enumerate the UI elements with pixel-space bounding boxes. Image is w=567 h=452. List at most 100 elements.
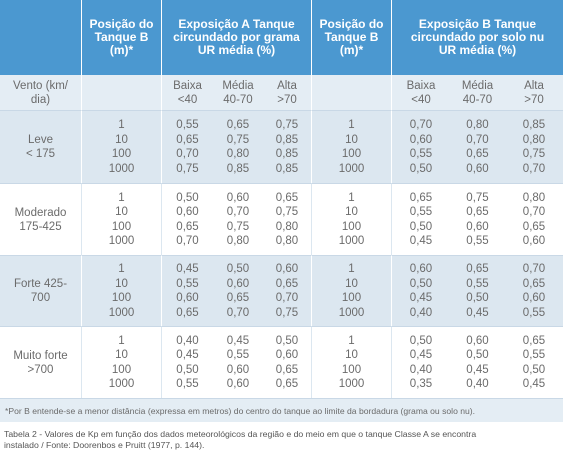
- value-cell: 0,65 0,55 0,50 0,45: [505, 326, 563, 398]
- cell-text: 1000: [338, 378, 365, 390]
- position-cell: 1 10 100 1000: [82, 326, 162, 398]
- cell-text: 0,70: [176, 235, 199, 247]
- subheader-cell: [82, 75, 162, 110]
- value-cell: 0,65 0,75 0,80 0,85: [213, 110, 263, 183]
- subheader-cell: Média 40-70: [450, 75, 505, 110]
- cell-text: 0,70: [176, 148, 199, 160]
- cell-text: Alta: [277, 79, 297, 92]
- cell-text: 0,55: [226, 349, 250, 361]
- cell-text: 0,75: [176, 162, 199, 175]
- cell-text: Média: [461, 79, 494, 92]
- cell-text: 0,50: [176, 363, 199, 376]
- cell-text: 0,55: [522, 349, 546, 361]
- value-cell: 0,50 0,45 0,40 0,35: [392, 326, 450, 398]
- cell-text: 0,55: [176, 378, 199, 390]
- group-label: Moderado 175-425: [0, 183, 82, 255]
- cell-text: *Por B entende-se a menor distância (exp…: [5, 405, 476, 416]
- cell-text: 1: [118, 191, 125, 204]
- cell-text: Baixa: [173, 79, 202, 92]
- cell-text: 0,40: [409, 306, 433, 319]
- cell-text: 0,65: [275, 363, 299, 376]
- cell-text: 0,40: [176, 334, 199, 347]
- cell-text: Exposição B Tanque: [418, 17, 537, 31]
- cell-text: 40-70: [223, 93, 253, 106]
- cell-text: 0,55: [522, 306, 546, 319]
- cell-text: 0,45: [226, 334, 250, 347]
- cell-text: circundado por solo nu: [410, 30, 545, 44]
- cell-text: 700: [30, 292, 51, 304]
- cell-text: Exposição A Tanque: [178, 17, 295, 31]
- cell-text: (m)*: [339, 43, 364, 57]
- cell-text: dia): [30, 93, 51, 106]
- cell-text: 0,80: [466, 119, 489, 131]
- cell-text: Muito forte: [13, 349, 68, 362]
- value-cell: 0,60 0,50 0,45 0,40: [450, 326, 505, 398]
- cell-text: 0,50: [522, 363, 546, 376]
- cell-text: 0,60: [466, 220, 489, 233]
- cell-text: Forte 425-: [13, 278, 68, 290]
- cell-text: 10: [115, 133, 128, 146]
- position-cell: 1 10 100 1000: [312, 255, 392, 326]
- group-label: Forte 425- 700: [0, 255, 82, 326]
- cell-text: 0,50: [176, 191, 199, 204]
- subheader-cell: [312, 75, 392, 110]
- position-cell: 1 10 100 1000: [312, 110, 392, 183]
- cell-text: instalado / Fonte: Doorenbos e Pruitt (1…: [4, 440, 205, 450]
- value-cell: 0,80 0,70 0,65 0,60: [505, 183, 563, 255]
- cell-text: 0,50: [409, 334, 433, 347]
- cell-text: 0,85: [275, 148, 299, 160]
- cell-text: Média: [222, 79, 254, 92]
- cell-text: (m)*: [109, 43, 134, 57]
- cell-text: Leve: [28, 134, 53, 146]
- cell-text: 1000: [108, 378, 135, 390]
- cell-text: 0,75: [275, 119, 299, 131]
- cell-text: Alta: [524, 79, 544, 92]
- value-cell: 0,50 0,60 0,65 0,70: [162, 183, 213, 255]
- cell-text: 0,65: [275, 378, 299, 390]
- cell-text: 0,85: [275, 162, 299, 175]
- cell-text: 175-425: [19, 220, 62, 233]
- cell-text: 0,80: [226, 148, 250, 160]
- cell-text: 0,60: [176, 292, 199, 304]
- cell-text: 1: [348, 334, 355, 347]
- cell-text: 1: [118, 119, 125, 131]
- cell-text: Posição do: [89, 17, 154, 31]
- cell-text: 10: [345, 277, 358, 290]
- cell-text: 0,80: [275, 235, 299, 247]
- cell-text: 1000: [108, 306, 135, 319]
- header-cell: Exposição A Tanque circundado por grama UR…: [162, 0, 312, 75]
- value-cell: 0,65 0,55 0,50 0,45: [392, 183, 450, 255]
- cell-text: 0,65: [522, 220, 546, 233]
- cell-text: <40: [177, 93, 198, 106]
- cell-text: 1000: [338, 235, 365, 247]
- cell-text: 10: [115, 277, 128, 290]
- cell-text: 10: [345, 133, 358, 146]
- cell-text: 0,65: [466, 148, 489, 160]
- cell-text: 0,60: [409, 263, 433, 275]
- cell-text: 0,45: [409, 349, 433, 361]
- cell-text: 0,55: [176, 277, 199, 290]
- cell-text: 0,65: [226, 119, 250, 131]
- value-cell: 0,60 0,65 0,70 0,75: [263, 255, 312, 326]
- value-cell: 0,40 0,45 0,50 0,55: [162, 326, 213, 398]
- cell-text: 100: [111, 292, 132, 304]
- cell-text: 1000: [338, 306, 365, 319]
- cell-text: 1: [348, 119, 355, 131]
- value-cell: 0,75 0,65 0,60 0,55: [450, 183, 505, 255]
- cell-text: 0,75: [275, 306, 299, 319]
- cell-text: Tanque B: [324, 30, 379, 44]
- cell-text: UR média (%): [438, 43, 517, 57]
- cell-text: 100: [111, 148, 132, 160]
- cell-text: 0,55: [409, 148, 433, 160]
- cell-text: 0,60: [176, 206, 199, 218]
- value-cell: 0,70 0,60 0,55 0,50: [392, 110, 450, 183]
- value-cell: 0,60 0,50 0,45 0,40: [392, 255, 450, 326]
- subheader-cell: Média 40-70: [213, 75, 263, 110]
- cell-text: 0,60: [226, 363, 250, 376]
- cell-text: Vento (km/: [13, 79, 68, 92]
- cell-text: UR média (%): [197, 43, 276, 57]
- cell-text: 10: [115, 349, 128, 361]
- cell-text: 0,85: [522, 119, 546, 131]
- cell-text: 0,65: [522, 277, 546, 290]
- value-cell: 0,75 0,85 0,85 0,85: [263, 110, 312, 183]
